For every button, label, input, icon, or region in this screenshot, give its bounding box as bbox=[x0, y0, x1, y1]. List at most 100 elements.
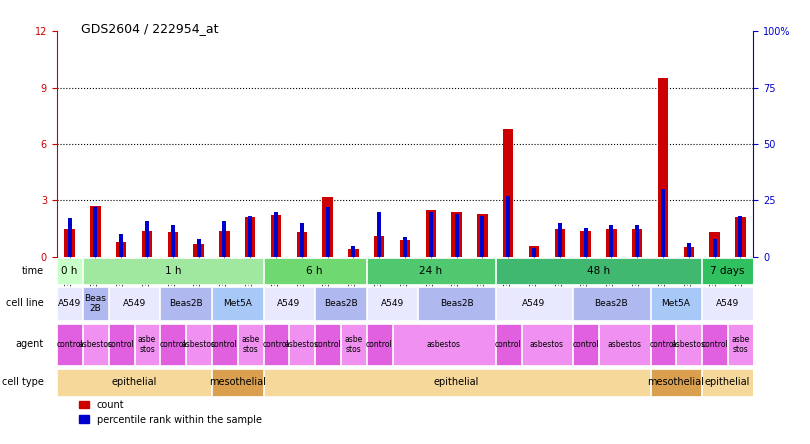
FancyBboxPatch shape bbox=[367, 258, 495, 284]
FancyBboxPatch shape bbox=[263, 324, 288, 365]
FancyBboxPatch shape bbox=[186, 324, 211, 365]
Bar bbox=[145, 221, 149, 257]
Text: 7 days: 7 days bbox=[710, 266, 744, 276]
Bar bbox=[606, 229, 616, 257]
FancyBboxPatch shape bbox=[109, 324, 134, 365]
Bar bbox=[403, 237, 407, 257]
Legend: count, percentile rank within the sample: count, percentile rank within the sample bbox=[75, 396, 266, 428]
FancyBboxPatch shape bbox=[367, 287, 417, 320]
FancyBboxPatch shape bbox=[160, 287, 211, 320]
Bar bbox=[296, 232, 307, 257]
FancyBboxPatch shape bbox=[702, 369, 752, 396]
Bar bbox=[326, 207, 330, 257]
Bar bbox=[532, 248, 536, 257]
FancyBboxPatch shape bbox=[83, 258, 262, 284]
Bar bbox=[348, 250, 359, 257]
Text: Beas2B: Beas2B bbox=[324, 299, 357, 308]
Bar bbox=[116, 242, 126, 257]
Text: epithelial: epithelial bbox=[705, 377, 750, 388]
Bar bbox=[506, 196, 510, 257]
Bar bbox=[271, 215, 281, 257]
FancyBboxPatch shape bbox=[496, 287, 572, 320]
Bar bbox=[503, 129, 514, 257]
Text: control: control bbox=[211, 340, 238, 349]
Bar bbox=[480, 216, 484, 257]
Bar bbox=[377, 212, 382, 257]
Text: control: control bbox=[56, 340, 83, 349]
FancyBboxPatch shape bbox=[496, 324, 521, 365]
Bar bbox=[93, 207, 97, 257]
Text: control: control bbox=[108, 340, 134, 349]
Bar bbox=[223, 221, 226, 257]
Text: asbestos: asbestos bbox=[530, 340, 564, 349]
FancyBboxPatch shape bbox=[263, 258, 366, 284]
Bar bbox=[581, 230, 590, 257]
FancyBboxPatch shape bbox=[134, 324, 160, 365]
Bar bbox=[119, 234, 123, 257]
Bar bbox=[400, 240, 410, 257]
Text: Met5A: Met5A bbox=[223, 299, 252, 308]
Bar bbox=[454, 214, 458, 257]
FancyBboxPatch shape bbox=[315, 287, 366, 320]
Text: 0 h: 0 h bbox=[62, 266, 78, 276]
Text: cell type: cell type bbox=[2, 377, 44, 388]
FancyBboxPatch shape bbox=[315, 324, 340, 365]
Text: control: control bbox=[262, 340, 289, 349]
Text: control: control bbox=[495, 340, 522, 349]
Bar bbox=[477, 214, 488, 257]
FancyBboxPatch shape bbox=[263, 369, 650, 396]
FancyBboxPatch shape bbox=[367, 324, 391, 365]
Text: control: control bbox=[160, 340, 186, 349]
Text: time: time bbox=[22, 266, 44, 276]
Bar bbox=[451, 212, 462, 257]
Bar bbox=[529, 246, 539, 257]
Text: asbe
stos: asbe stos bbox=[731, 335, 749, 354]
FancyBboxPatch shape bbox=[263, 287, 314, 320]
Text: asbe
stos: asbe stos bbox=[241, 335, 259, 354]
FancyBboxPatch shape bbox=[676, 324, 701, 365]
FancyBboxPatch shape bbox=[702, 258, 752, 284]
Bar bbox=[322, 197, 333, 257]
FancyBboxPatch shape bbox=[393, 324, 495, 365]
Bar bbox=[558, 223, 562, 257]
Bar bbox=[584, 227, 587, 257]
FancyBboxPatch shape bbox=[160, 324, 185, 365]
Text: control: control bbox=[572, 340, 599, 349]
Text: A549: A549 bbox=[122, 299, 146, 308]
Bar bbox=[735, 218, 745, 257]
Text: 48 h: 48 h bbox=[587, 266, 610, 276]
Text: asbestos: asbestos bbox=[608, 340, 642, 349]
Bar bbox=[352, 246, 356, 257]
Bar bbox=[374, 236, 385, 257]
FancyBboxPatch shape bbox=[289, 324, 314, 365]
FancyBboxPatch shape bbox=[83, 287, 108, 320]
Bar bbox=[65, 229, 75, 257]
Bar bbox=[632, 229, 642, 257]
Text: mesothelial: mesothelial bbox=[209, 377, 266, 388]
Text: Beas2B: Beas2B bbox=[595, 299, 629, 308]
FancyBboxPatch shape bbox=[58, 324, 82, 365]
FancyBboxPatch shape bbox=[702, 324, 727, 365]
Text: A549: A549 bbox=[522, 299, 546, 308]
FancyBboxPatch shape bbox=[238, 324, 262, 365]
Bar bbox=[713, 239, 717, 257]
Text: mesothelial: mesothelial bbox=[647, 377, 705, 388]
Text: epithelial: epithelial bbox=[434, 377, 480, 388]
FancyBboxPatch shape bbox=[109, 287, 160, 320]
FancyBboxPatch shape bbox=[341, 324, 366, 365]
Bar bbox=[635, 225, 639, 257]
Text: asbestos: asbestos bbox=[79, 340, 113, 349]
FancyBboxPatch shape bbox=[212, 324, 237, 365]
FancyBboxPatch shape bbox=[650, 287, 701, 320]
FancyBboxPatch shape bbox=[728, 324, 752, 365]
Text: Beas2B: Beas2B bbox=[169, 299, 202, 308]
Bar bbox=[171, 225, 175, 257]
Bar bbox=[710, 232, 720, 257]
Bar bbox=[274, 212, 278, 257]
Bar bbox=[197, 239, 201, 257]
FancyBboxPatch shape bbox=[212, 287, 262, 320]
Bar bbox=[425, 210, 436, 257]
Text: asbe
stos: asbe stos bbox=[138, 335, 156, 354]
Text: asbe
stos: asbe stos bbox=[344, 335, 363, 354]
FancyBboxPatch shape bbox=[496, 258, 701, 284]
